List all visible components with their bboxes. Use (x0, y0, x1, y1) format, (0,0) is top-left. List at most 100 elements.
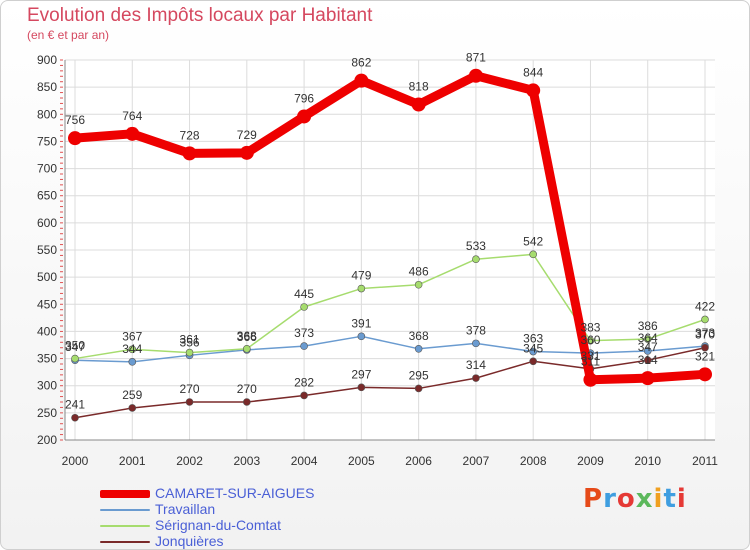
logo-letter: i (676, 484, 687, 514)
data-label: 314 (466, 358, 486, 372)
chart-title: Evolution des Impôts locaux par Habitant (27, 5, 373, 26)
data-point (414, 280, 423, 289)
data-point (128, 345, 137, 354)
data-point (357, 332, 366, 341)
data-point (68, 131, 82, 146)
data-label: 373 (695, 326, 715, 340)
y-tick-label: 600 (37, 216, 57, 230)
data-point (297, 109, 312, 124)
data-point (472, 255, 480, 264)
legend-label: CAMARET-SUR-AIGUES (155, 485, 315, 501)
data-point (414, 384, 423, 393)
logo-letter: o (616, 484, 636, 514)
y-tick-label: 700 (37, 162, 57, 176)
data-point (357, 284, 366, 293)
x-tick-label: 2007 (463, 454, 490, 468)
data-label: 321 (695, 349, 715, 363)
data-point (472, 374, 480, 382)
data-point (468, 68, 483, 83)
x-tick-label: 2002 (176, 454, 203, 468)
data-label: 378 (466, 323, 486, 337)
y-tick-label: 550 (37, 243, 57, 257)
data-point (71, 413, 79, 422)
data-label: 282 (294, 375, 314, 389)
data-label: 367 (122, 329, 142, 343)
data-label: 844 (523, 65, 543, 79)
data-label: 729 (237, 128, 257, 142)
series-line (74, 335, 706, 363)
data-point (472, 339, 480, 348)
y-tick-label: 300 (37, 379, 57, 393)
data-point (526, 83, 541, 98)
data-label: 764 (122, 109, 142, 123)
x-tick-label: 2006 (405, 454, 432, 468)
legend-swatch (100, 509, 150, 511)
data-label: 373 (294, 326, 314, 340)
data-point (411, 97, 426, 112)
legend-swatch (100, 525, 150, 527)
x-tick-label: 2009 (577, 454, 604, 468)
data-label: 270 (180, 382, 200, 396)
legend-label: Travaillan (155, 501, 216, 517)
data-label: 364 (638, 331, 658, 345)
x-tick-label: 2011 (692, 454, 718, 468)
data-label: 862 (351, 56, 371, 70)
y-tick-label: 200 (37, 433, 57, 447)
data-label: 391 (351, 316, 371, 330)
legend-label: Jonquières (155, 533, 224, 549)
data-label: 331 (580, 349, 600, 363)
data-label: 368 (409, 329, 429, 343)
y-tick-label: 800 (37, 107, 57, 121)
logo-letter: x (635, 484, 654, 514)
data-point (529, 250, 537, 259)
data-label: 386 (638, 319, 658, 333)
x-tick-label: 2000 (62, 454, 89, 468)
data-point (300, 303, 308, 311)
data-label: 445 (294, 287, 314, 301)
data-label: 542 (523, 234, 543, 248)
data-point (643, 347, 652, 355)
data-label: 479 (351, 269, 371, 283)
data-point (701, 343, 709, 352)
y-tick-label: 850 (37, 80, 57, 94)
data-point (71, 354, 79, 363)
data-point (239, 145, 254, 160)
data-point (357, 383, 366, 392)
x-tick-label: 2004 (291, 454, 318, 468)
data-point (529, 347, 537, 356)
y-tick-label: 400 (37, 324, 57, 338)
y-tick-label: 650 (37, 189, 57, 203)
y-tick-label: 450 (37, 297, 57, 311)
y-tick-label: 750 (37, 134, 57, 148)
y-tick-label: 250 (37, 406, 57, 420)
data-point (185, 398, 194, 406)
proxiti-logo: Proxiti (583, 484, 687, 514)
y-tick-label: 350 (37, 352, 57, 366)
series-line (74, 346, 706, 419)
data-point (583, 372, 598, 387)
data-label: 370 (695, 328, 715, 342)
data-label: 533 (466, 239, 486, 253)
y-tick-label: 900 (37, 53, 57, 67)
data-label: 818 (409, 80, 429, 94)
data-point (698, 367, 712, 382)
data-point (300, 342, 308, 350)
data-label: 311 (581, 355, 600, 369)
legend-label: Sérignan-du-Comtat (155, 517, 282, 533)
data-label: 241 (65, 398, 85, 412)
data-label: 368 (237, 329, 257, 343)
data-point (128, 358, 137, 366)
series-line (70, 71, 710, 385)
data-label: 422 (695, 299, 715, 313)
data-label: 728 (180, 128, 200, 142)
data-point (243, 398, 251, 406)
data-point (185, 348, 194, 357)
data-label: 295 (409, 368, 429, 382)
x-tick-label: 2010 (634, 454, 661, 468)
data-label: 383 (580, 321, 600, 335)
data-label: 871 (466, 51, 486, 65)
logo-letter: P (583, 484, 604, 514)
data-point (643, 356, 652, 365)
data-label: 347 (65, 340, 85, 354)
